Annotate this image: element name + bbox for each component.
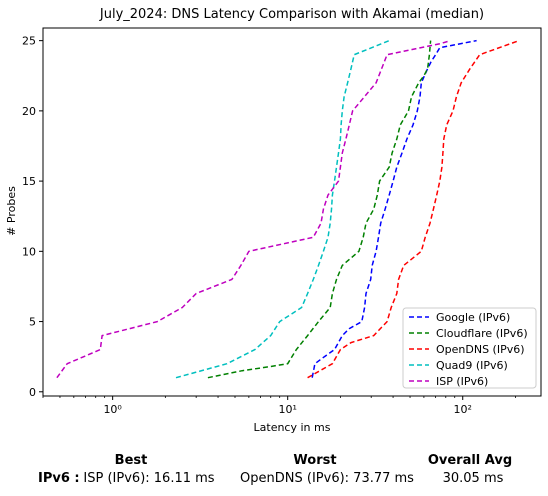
- worst-header: Worst: [293, 453, 337, 468]
- plot-area: 0 5 10 15 20 25 10⁰ 10¹ 10²: [22, 35, 520, 416]
- legend-box: [402, 307, 537, 389]
- best-value: ISP (IPv6): 16.11 ms: [83, 471, 215, 486]
- y-axis-label: # Probes: [5, 186, 18, 236]
- legend-label: Quad9 (IPv6): [436, 359, 508, 372]
- y-tick-label: 15: [22, 175, 36, 188]
- legend-label: ISP (IPv6): [436, 375, 488, 388]
- y-tick-label: 10: [22, 245, 36, 258]
- legend-label: Cloudflare (IPv6): [436, 327, 528, 340]
- y-tick-label: 25: [22, 35, 36, 48]
- overall-avg-value: 30.05 ms: [442, 471, 504, 486]
- ipv6-row-label: IPv6 :: [38, 471, 80, 486]
- legend-label: Google (IPv6): [436, 311, 510, 324]
- best-header: Best: [114, 453, 148, 468]
- y-tick-label: 20: [22, 105, 36, 118]
- series-line-3: [175, 39, 390, 379]
- x-tick-label: 10¹: [278, 403, 296, 416]
- summary-table: Best Worst Overall Avg IPv6 : ISP (IPv6)…: [0, 446, 548, 496]
- chart: July_2024: DNS Latency Comparison with A…: [5, 7, 542, 434]
- series-line-4: [56, 39, 451, 379]
- legend: Google (IPv6) Cloudflare (IPv6) OpenDNS (I…: [402, 307, 537, 389]
- y-tick-label: 5: [29, 316, 36, 329]
- x-tick-label: 10²: [454, 403, 472, 416]
- overall-avg-header: Overall Avg: [427, 453, 513, 468]
- y-tick-label: 0: [29, 386, 36, 399]
- series-line-1: [207, 40, 432, 379]
- legend-label: OpenDNS (IPv6): [436, 343, 525, 356]
- series-line-0: [311, 39, 477, 378]
- x-tick-label: 10⁰: [103, 403, 122, 416]
- series-line-2: [307, 39, 520, 379]
- plot-frame: [42, 27, 542, 397]
- x-axis-label: Latency in ms: [254, 421, 331, 434]
- chart-title: July_2024: DNS Latency Comparison with A…: [99, 7, 484, 22]
- worst-value: OpenDNS (IPv6): 73.77 ms: [240, 471, 414, 486]
